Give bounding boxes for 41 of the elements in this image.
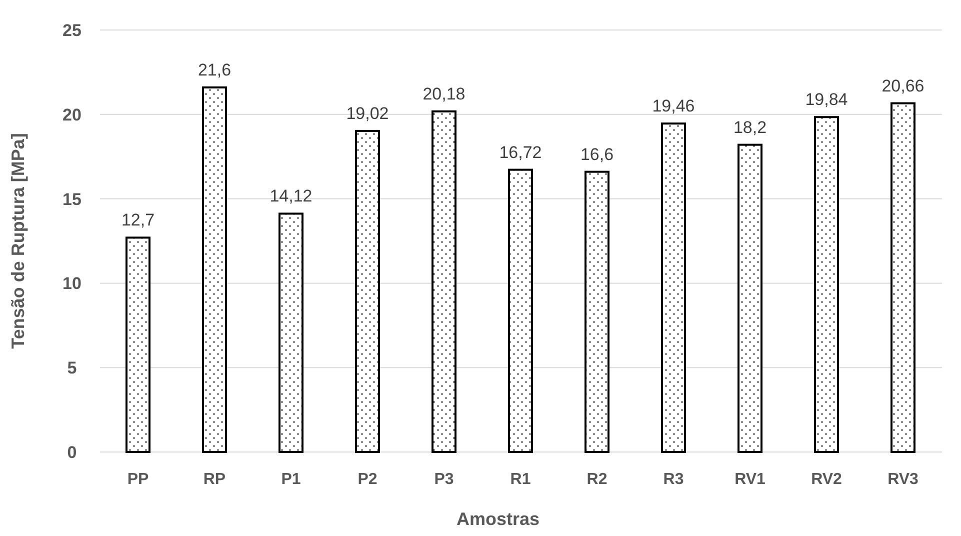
x-tick-label: RV2 <box>811 471 842 488</box>
bar <box>355 130 380 453</box>
y-tick-label: 0 <box>67 442 77 462</box>
bar <box>432 110 456 453</box>
bar <box>202 86 227 453</box>
bar <box>584 170 610 453</box>
data-label: 19,46 <box>652 96 695 116</box>
bar <box>661 122 686 453</box>
data-label: 19,02 <box>346 104 389 123</box>
y-tick-label: 15 <box>62 190 82 209</box>
data-label: 19,84 <box>805 90 848 110</box>
bar <box>890 102 916 453</box>
y-axis-title: Tensão de Ruptura [MPa] <box>8 133 28 349</box>
y-tick-label: 10 <box>62 274 82 294</box>
data-label: 16,72 <box>499 142 542 162</box>
data-label: 20,18 <box>422 84 466 104</box>
data-label: 12,7 <box>121 210 155 230</box>
y-tick-label: 25 <box>62 20 82 40</box>
data-label: 18,2 <box>733 118 767 137</box>
y-tick-label: 20 <box>62 105 82 124</box>
x-tick-label: RV3 <box>888 471 919 488</box>
bar <box>278 212 304 453</box>
y-tick-label: 5 <box>67 358 77 378</box>
x-tick-label: P1 <box>281 471 301 488</box>
data-label: 16,6 <box>580 144 614 164</box>
x-tick-label: P2 <box>358 471 378 488</box>
x-tick-label: R1 <box>510 471 531 488</box>
bar <box>126 236 150 453</box>
x-tick-label: R3 <box>663 471 684 488</box>
x-tick-label: P3 <box>434 471 454 488</box>
x-tick-label: RV1 <box>734 471 766 488</box>
x-axis-title: Amostras <box>456 509 540 529</box>
bar <box>738 144 762 453</box>
data-label: 21,6 <box>198 60 232 80</box>
x-tick-label: R2 <box>586 471 608 488</box>
x-tick-label: PP <box>127 471 149 488</box>
bar <box>814 116 839 453</box>
bar <box>508 168 533 453</box>
x-tick-label: RP <box>203 471 226 488</box>
data-label: 14,12 <box>270 186 312 206</box>
data-label: 20,66 <box>882 76 924 96</box>
